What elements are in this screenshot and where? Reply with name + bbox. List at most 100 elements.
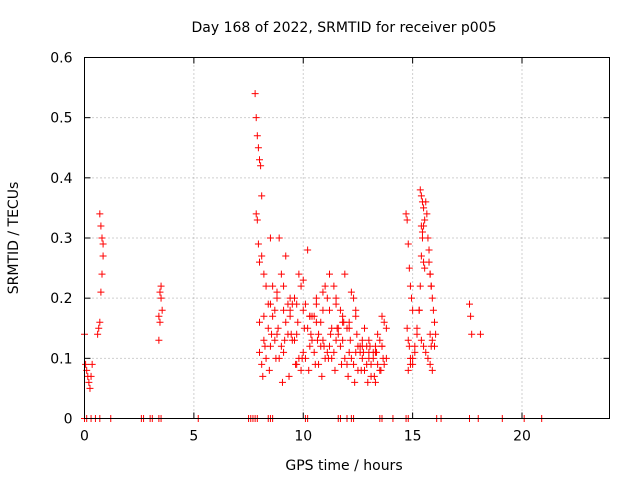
data-point [271, 306, 279, 314]
data-point [347, 288, 355, 296]
data-point [299, 306, 307, 314]
data-point [307, 330, 315, 338]
data-point [299, 276, 307, 284]
data-point [98, 270, 106, 278]
data-point [346, 336, 354, 344]
data-point [264, 324, 272, 332]
data-point [332, 294, 340, 302]
data-point [416, 186, 424, 194]
data-point [323, 294, 331, 302]
y-axis-label: SRMTID / TECUs [6, 182, 22, 295]
data-point [319, 306, 327, 314]
data-point [158, 306, 166, 314]
data-point [358, 354, 366, 362]
data-point [280, 306, 288, 314]
x-tick-label: 0 [80, 429, 89, 445]
data-point [403, 216, 411, 224]
data-point [428, 294, 436, 302]
data-point [352, 348, 360, 356]
data-point [326, 306, 333, 314]
data-point [254, 240, 262, 248]
data-point [409, 306, 417, 314]
data-point [94, 330, 102, 338]
data-point [266, 300, 274, 308]
data-point [99, 240, 107, 248]
data-point [323, 348, 331, 356]
data-point [291, 294, 298, 302]
data-point [261, 342, 269, 350]
data-point [253, 216, 261, 224]
data-point [428, 336, 436, 344]
data-point [299, 348, 307, 356]
data-point [406, 360, 414, 368]
data-point [306, 312, 314, 320]
data-point [265, 366, 273, 374]
data-point [287, 330, 295, 338]
data-point [281, 336, 289, 344]
data-point [404, 366, 412, 374]
data-point [424, 354, 432, 362]
y-tick-label: 0.5 [50, 111, 72, 127]
data-point [252, 210, 260, 218]
data-point [297, 282, 305, 290]
data-point [406, 282, 414, 290]
data-point [294, 318, 302, 326]
data-point [278, 378, 286, 386]
data-point [378, 312, 386, 320]
data-point [374, 360, 382, 368]
data-point [429, 306, 437, 314]
data-point [326, 270, 333, 278]
data-point [87, 372, 95, 380]
data-point [256, 318, 263, 326]
data-point [256, 258, 263, 266]
data-point [257, 162, 265, 170]
data-point [408, 294, 416, 302]
data-point [467, 312, 475, 320]
data-point [361, 324, 368, 332]
data-point [418, 228, 426, 236]
data-point [352, 306, 360, 314]
data-point [428, 366, 436, 374]
data-point [256, 348, 263, 356]
data-point [304, 246, 312, 254]
data-point [259, 372, 267, 380]
data-point [380, 318, 388, 326]
data-point [262, 354, 270, 362]
data-point [320, 342, 328, 350]
data-point [402, 210, 410, 218]
data-point [417, 192, 425, 200]
data-point [340, 318, 348, 326]
data-point [425, 258, 433, 266]
data-point [339, 312, 347, 320]
data-point [272, 354, 280, 362]
data-point [352, 312, 360, 320]
data-point [300, 324, 308, 332]
data-point [98, 234, 106, 242]
data-point [312, 300, 320, 308]
data-point [421, 264, 429, 272]
data-point [417, 336, 425, 344]
data-point [301, 300, 309, 308]
data-point [350, 360, 358, 368]
data-point [256, 156, 263, 164]
data-point [411, 342, 419, 350]
data-point [336, 306, 344, 314]
data-point [420, 204, 428, 212]
data-point [271, 336, 279, 344]
data-point [260, 270, 268, 278]
data-point [252, 114, 260, 122]
data-point [327, 330, 335, 338]
data-point [423, 210, 431, 218]
x-axis-label: GPS time / hours [285, 458, 402, 474]
data-point [359, 348, 367, 356]
data-point [156, 288, 164, 296]
data-point [86, 384, 94, 392]
data-point [297, 366, 305, 374]
data-point [258, 192, 266, 200]
data-point [157, 294, 165, 302]
data-point [96, 318, 104, 326]
data-point [97, 222, 105, 230]
data-point [338, 360, 346, 368]
data-point [468, 330, 476, 338]
